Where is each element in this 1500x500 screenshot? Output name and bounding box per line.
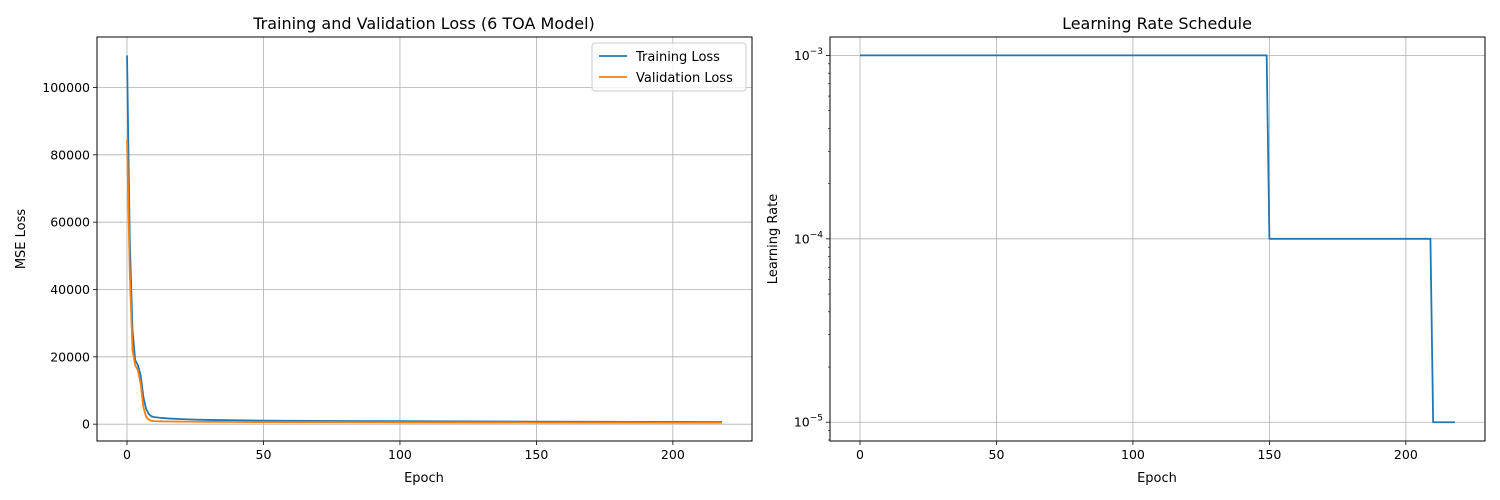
loss-chart-lines xyxy=(126,55,722,424)
lr-chart-ylabel: Learning Rate xyxy=(766,194,781,284)
lr-chart-title: Learning Rate Schedule xyxy=(1062,14,1252,33)
loss-chart-ticks: 0 50 100 150 200 0 20000 40000 60000 80000 100000 xyxy=(42,80,685,462)
y-tick-label: 20000 xyxy=(50,349,90,364)
x-tick-label: 200 xyxy=(661,447,685,462)
legend-label-validation: Validation Loss xyxy=(636,71,733,86)
x-tick-label: 50 xyxy=(989,447,1005,462)
y-tick-label: 10−4 xyxy=(794,230,823,246)
loss-chart-ylabel: MSE Loss xyxy=(14,209,29,270)
y-tick-label: 100000 xyxy=(42,80,90,95)
lr-chart-ticks: 0 50 100 150 200 10−3 10−4 10−5 xyxy=(794,47,1418,462)
x-tick-label: 200 xyxy=(1394,447,1418,462)
series-line-0 xyxy=(860,54,1455,424)
lr-chart: Learning Rate Schedule 0 50 100 150 200 10−3 1… xyxy=(766,14,1486,486)
x-tick-label: 50 xyxy=(256,447,272,462)
loss-chart-title: Training and Validation Loss (6 TOA Mode… xyxy=(252,14,595,33)
x-tick-label: 150 xyxy=(1257,447,1281,462)
y-tick-label: 0 xyxy=(82,417,90,432)
y-tick-label: 10−3 xyxy=(794,47,823,63)
y-tick-label: 80000 xyxy=(50,147,90,162)
loss-chart: Training and Validation Loss (6 TOA Mode… xyxy=(14,14,753,486)
legend-label-training: Training Loss xyxy=(635,50,720,65)
loss-chart-frame xyxy=(96,36,753,442)
legend-box xyxy=(591,42,747,92)
y-tick-label: 60000 xyxy=(50,215,90,230)
x-tick-label: 0 xyxy=(856,447,864,462)
lr-chart-lines xyxy=(860,54,1455,424)
loss-chart-xlabel: Epoch xyxy=(404,471,444,486)
x-tick-label: 100 xyxy=(388,447,412,462)
x-tick-label: 100 xyxy=(1121,447,1145,462)
x-tick-label: 0 xyxy=(123,447,131,462)
loss-chart-legend: Training Loss Validation Loss xyxy=(591,42,747,92)
y-tick-label: 10−5 xyxy=(794,414,823,430)
y-tick-label: 40000 xyxy=(50,282,90,297)
x-tick-label: 150 xyxy=(524,447,548,462)
series-line-0 xyxy=(126,55,722,423)
lr-chart-xlabel: Epoch xyxy=(1137,471,1177,486)
series-line-1 xyxy=(126,139,722,424)
